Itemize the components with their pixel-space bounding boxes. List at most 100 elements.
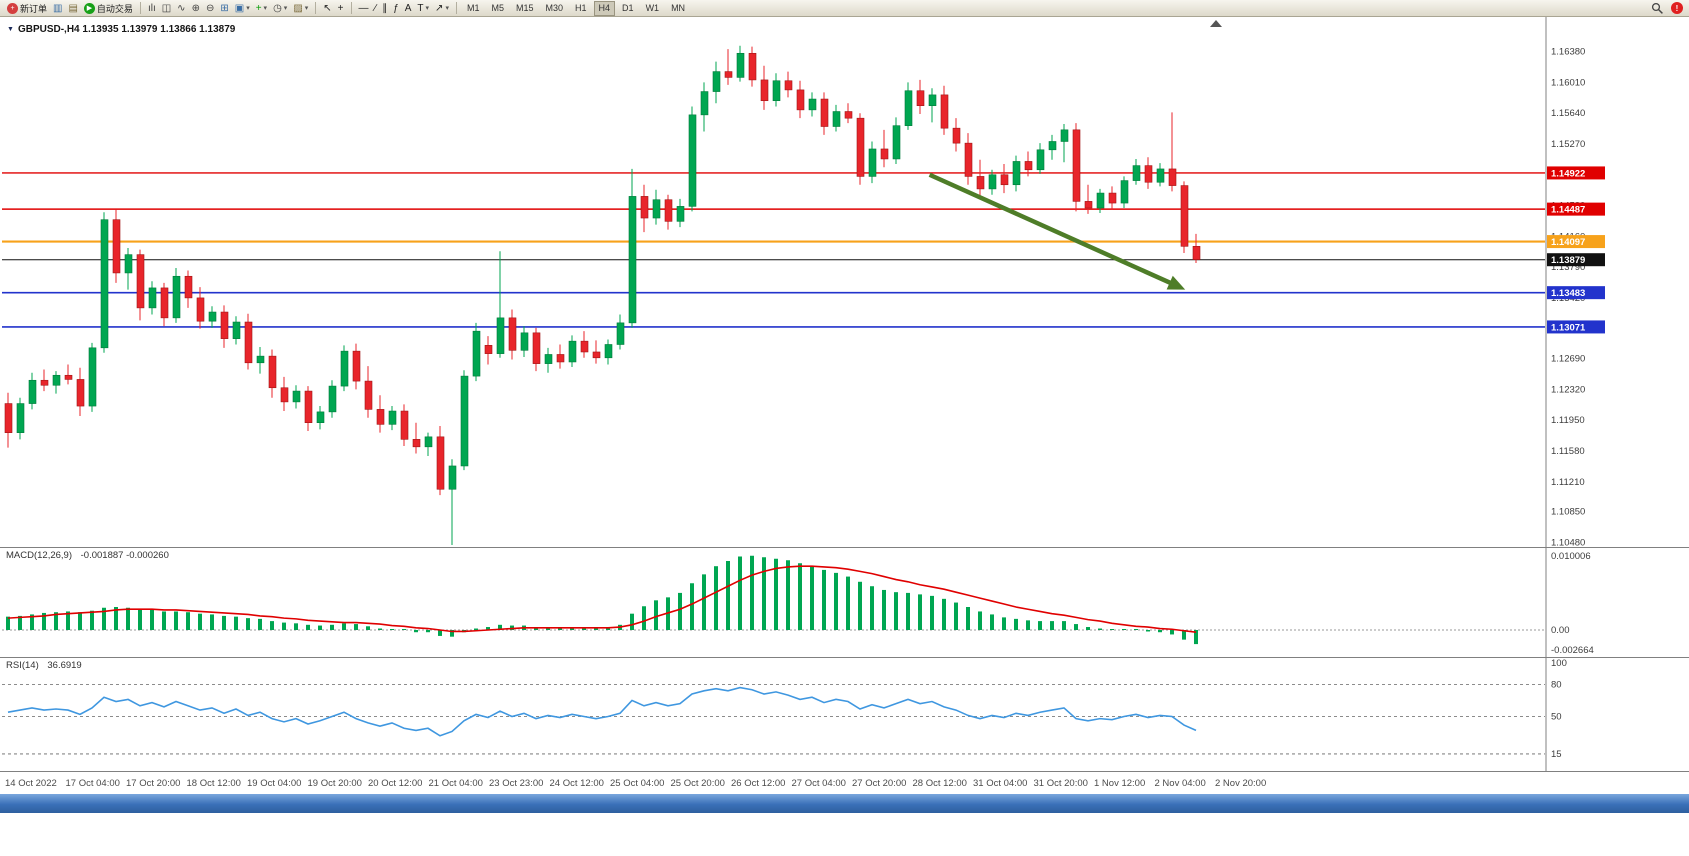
zoom-in-button[interactable]: ⊕ <box>189 1 203 16</box>
autotrade-button[interactable]: ▶ 自动交易 <box>81 1 136 16</box>
arrows-button[interactable]: ↗ ▾ <box>432 1 452 16</box>
svg-text:25 Oct 20:00: 25 Oct 20:00 <box>671 778 725 789</box>
candle-body <box>1012 161 1021 186</box>
toolbar-separator <box>455 2 457 14</box>
tile-windows-button[interactable]: ⊞ <box>217 1 231 16</box>
rsi-label: RSI(14) 36.6919 <box>6 660 82 671</box>
svg-text:1.11210: 1.11210 <box>1551 477 1585 488</box>
template-icon: ▨ <box>293 2 303 14</box>
periods-button[interactable]: ◷ ▾ <box>270 1 290 16</box>
time-axis[interactable]: 14 Oct 2022 17 Oct 04:00 17 Oct 20:00 18 Oc… <box>5 778 1266 789</box>
svg-text:1.10850: 1.10850 <box>1551 507 1585 518</box>
timeframe-mn[interactable]: MN <box>671 2 686 13</box>
candle-body <box>292 390 301 403</box>
candle-body <box>328 385 337 413</box>
zoom-in-icon: ⊕ <box>191 2 200 14</box>
rsi-name: RSI(14) <box>6 660 39 671</box>
timeframe-m1[interactable]: M1 <box>466 2 480 13</box>
indicators-button[interactable]: + ▾ <box>253 1 270 16</box>
bar-chart-icon: ılı <box>147 2 156 14</box>
notification-badge[interactable]: ! <box>1671 2 1683 14</box>
svg-text:1.12690: 1.12690 <box>1551 354 1585 365</box>
candle-body <box>616 322 625 345</box>
line-chart-button[interactable]: ∿ <box>174 1 188 16</box>
timeframe-m30[interactable]: M30 <box>545 2 564 13</box>
timeframe-w1[interactable]: W1 <box>645 2 660 13</box>
candle-body <box>112 219 121 274</box>
price-badge <box>1547 286 1605 300</box>
timeframe-h4[interactable]: H4 <box>593 0 616 16</box>
candle-body <box>208 311 217 322</box>
chart-menu-icon[interactable]: ▼ <box>7 26 14 33</box>
cursor-icon: ↖ <box>323 2 332 14</box>
bar-chart-button[interactable]: ılı <box>145 1 159 16</box>
candle-body <box>160 287 169 319</box>
candle-body <box>1072 129 1081 202</box>
candle-chart-button[interactable]: ◫ <box>159 1 174 16</box>
trend-arrow[interactable] <box>928 172 1177 288</box>
price-badge <box>1547 166 1605 180</box>
magnifier-icon[interactable] <box>1651 2 1664 15</box>
horizontal-level-lines <box>2 172 1545 328</box>
candle-body <box>652 199 661 219</box>
chevron-down-icon: ▾ <box>445 5 449 12</box>
svg-text:31 Oct 20:00: 31 Oct 20:00 <box>1034 778 1088 789</box>
templates-button[interactable]: ▨ ▾ <box>290 1 311 16</box>
toolbar: + 新订单 ▥ ▤ ▶ 自动交易 ılı ◫ ∿ ⊕ ⊖ ⊞ ▣ ▾ + ▾ ◷ ▾ ▨ ▾ ↖ + — ∕ ∥ ƒ A T ▾ ↗ ▾ M1… <box>0 0 1689 17</box>
candle-body <box>424 436 433 448</box>
svg-text:17 Oct 04:00: 17 Oct 04:00 <box>66 778 120 789</box>
rsi-axis[interactable]: 100 80 50 15 <box>1551 658 1567 760</box>
svg-text:0.00: 0.00 <box>1551 625 1570 636</box>
candle-body <box>1096 192 1105 209</box>
chevron-down-icon: ▾ <box>304 5 309 12</box>
cursor-button[interactable]: ↖ <box>320 1 334 16</box>
chart-title: ▼ GBPUSD-,H4 1.13935 1.13979 1.13866 1.13… <box>7 24 235 35</box>
chart-shift-marker[interactable] <box>1210 20 1222 27</box>
candle-body <box>340 350 349 387</box>
chevron-down-icon: ▾ <box>263 5 268 12</box>
zoom-out-button[interactable]: ⊖ <box>203 1 217 16</box>
candle-body <box>508 317 517 351</box>
candle-body <box>484 345 493 354</box>
candle-body <box>16 403 25 433</box>
svg-text:19 Oct 20:00: 19 Oct 20:00 <box>308 778 362 789</box>
svg-text:28 Oct 12:00: 28 Oct 12:00 <box>913 778 967 789</box>
macd-axis[interactable]: 0.010006 0.00 -0.002664 <box>1551 551 1594 656</box>
svg-text:19 Oct 04:00: 19 Oct 04:00 <box>247 778 301 789</box>
hline-button[interactable]: — <box>356 1 372 16</box>
candle-body <box>124 254 133 274</box>
timeframe-d1[interactable]: D1 <box>622 2 634 13</box>
market-watch-button[interactable]: ▤ <box>65 1 80 16</box>
svg-text:2 Nov 20:00: 2 Nov 20:00 <box>1215 778 1266 789</box>
candle-body <box>712 71 721 92</box>
svg-text:1.11580: 1.11580 <box>1551 446 1585 457</box>
trend-arrow-head <box>1166 275 1186 290</box>
candle-body <box>196 297 205 322</box>
text-button[interactable]: A <box>402 1 415 16</box>
timeframe-m15[interactable]: M15 <box>515 2 534 13</box>
candle-body <box>916 90 925 107</box>
candle-body <box>976 176 985 190</box>
svg-text:1 Nov 12:00: 1 Nov 12:00 <box>1094 778 1145 789</box>
crosshair-button[interactable]: + <box>335 1 347 16</box>
candle-body <box>364 380 373 410</box>
new-chart-button[interactable]: ▣ ▾ <box>232 1 253 16</box>
candle-body <box>220 311 229 339</box>
candle-body <box>472 330 481 377</box>
timeframe-m5[interactable]: M5 <box>491 2 504 13</box>
fibonacci-button[interactable]: ƒ <box>390 1 402 16</box>
candle-body <box>40 379 49 386</box>
timeframe-h1[interactable]: H1 <box>575 2 587 13</box>
horizontal-scrollbar[interactable] <box>0 794 1689 813</box>
chart-window-button[interactable]: ▥ <box>50 1 65 16</box>
price-badges: 1.14922 1.14487 1.14097 1.13879 1.13483 1.130… <box>1547 166 1605 334</box>
candle-body <box>724 71 733 78</box>
channel-button[interactable]: ∥ <box>379 1 390 16</box>
label-button[interactable]: T ▾ <box>414 1 432 16</box>
candle-body <box>1156 168 1165 183</box>
candle-body <box>64 374 73 380</box>
trendline-button[interactable]: ∕ <box>372 1 380 16</box>
new-order-button[interactable]: + 新订单 <box>4 1 50 16</box>
candle-body <box>640 196 649 219</box>
